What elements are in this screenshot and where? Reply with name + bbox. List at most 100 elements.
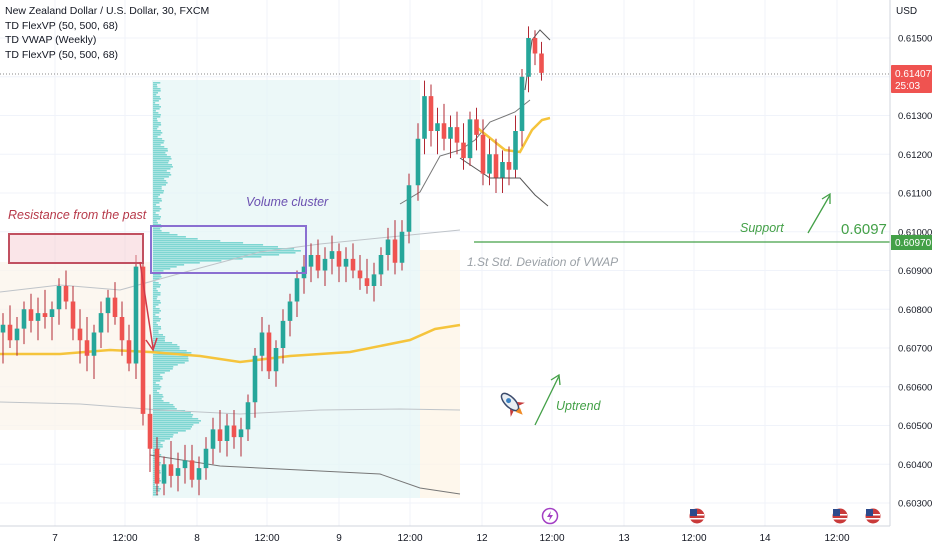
candle-body — [42, 313, 48, 317]
volume-profile-bar — [153, 188, 162, 190]
indicator-flexvp-1[interactable]: TD FlexVP (50, 500, 68) — [5, 19, 119, 32]
volume-profile-bar — [153, 320, 160, 322]
candle-body — [252, 355, 258, 403]
volume-profile-bar — [153, 308, 160, 310]
volume-profile-bar — [153, 240, 221, 242]
price-axis[interactable]: 0.615000.614000.613000.612000.611000.610… — [898, 34, 932, 510]
time-tick-label: 12:00 — [397, 533, 422, 544]
currency-label: USD — [896, 6, 917, 17]
volume-profile-bar — [153, 134, 161, 136]
volume-profile-bar — [153, 434, 174, 436]
volume-profile-bar — [153, 402, 170, 404]
price-tick-label: 0.61200 — [898, 150, 932, 161]
candle-body — [500, 162, 505, 178]
volume-profile-bar — [153, 128, 158, 130]
price-tick-label: 0.60800 — [898, 305, 932, 316]
last-price-badge: 0.61407 25:03 — [891, 65, 932, 93]
candle-body — [280, 320, 286, 348]
volume-profile-bar — [153, 218, 161, 220]
volume-profile-bar — [153, 490, 160, 492]
time-tick-label: 13 — [618, 533, 630, 544]
chart-legend[interactable]: New Zealand Dollar / U.S. Dollar, 30, FX… — [5, 4, 209, 62]
candle-body — [273, 348, 279, 372]
candle-body — [0, 324, 6, 333]
volume-profile-bar — [153, 340, 165, 342]
candle-body — [259, 332, 265, 356]
candle-body — [119, 317, 125, 341]
volume-profile-bar — [153, 152, 166, 154]
candle-body — [378, 255, 384, 275]
price-tick-label: 0.61300 — [898, 111, 932, 122]
candle-body — [461, 142, 466, 159]
volume-profile-bar — [153, 254, 280, 256]
candle-body — [493, 154, 499, 178]
volume-profile-bar — [153, 338, 165, 340]
price-tick-label: 0.60700 — [898, 344, 932, 355]
time-axis[interactable]: 7 12:00 8 12:00 9 12:00 12 12:00 13 12:00 14 12:00 — [52, 533, 850, 544]
volume-profile-bar — [153, 100, 159, 102]
candle-body — [161, 464, 167, 484]
volume-profile-bar — [153, 350, 187, 352]
volume-profile-bar — [153, 400, 164, 402]
resistance-zone[interactable] — [8, 233, 144, 264]
candle-body — [175, 468, 181, 476]
volume-profile-bar — [153, 380, 161, 382]
volume-profile-bar — [153, 422, 200, 424]
candle-body — [140, 266, 146, 414]
lightning-event-icon[interactable] — [541, 507, 559, 525]
volume-profile-bar — [153, 358, 189, 360]
volume-profile-bar — [153, 420, 201, 422]
volume-profile-bar — [153, 112, 159, 114]
candle-body — [91, 332, 97, 356]
volume-profile-bar — [153, 232, 170, 234]
volume-profile-bar — [153, 162, 169, 164]
candle-body — [238, 429, 244, 438]
price-tick-label: 0.60400 — [898, 460, 932, 471]
volume-cluster-box[interactable] — [150, 225, 307, 274]
volume-profile-bar — [153, 310, 161, 312]
volume-profile-bar — [153, 102, 156, 104]
candle-body — [428, 96, 434, 131]
volume-profile-bar — [153, 98, 161, 100]
candle-body — [474, 119, 479, 135]
support-label: Support — [740, 221, 784, 235]
us-flag-event-icon[interactable] — [865, 508, 881, 524]
volume-profile-bar — [153, 234, 178, 236]
volume-profile-bar — [153, 154, 167, 156]
time-tick-label: 12:00 — [681, 533, 706, 544]
last-price-value: 0.61407 — [895, 69, 932, 80]
indicator-vwap[interactable]: TD VWAP (Weekly) — [5, 34, 97, 46]
volume-profile-bar — [153, 406, 175, 408]
volume-profile-bar — [153, 126, 159, 128]
volume-profile-bar — [153, 322, 157, 324]
candle-body — [133, 266, 139, 364]
volume-profile-bar — [153, 430, 186, 432]
us-flag-event-icon[interactable] — [832, 508, 848, 524]
candle-body — [364, 278, 370, 286]
volume-profile-bar — [153, 326, 161, 328]
price-tick-label: 0.61000 — [898, 227, 932, 238]
us-flag-event-icon[interactable] — [689, 508, 705, 524]
candle-body — [70, 301, 76, 329]
indicator-flexvp-2[interactable]: TD FlexVP (50, 500, 68) — [5, 48, 119, 61]
volume-profile-bar — [153, 492, 156, 494]
volume-profile-bar — [153, 204, 157, 206]
volume-profile-bar — [153, 424, 194, 426]
volume-profile-bar — [153, 458, 157, 460]
countdown-value: 25:03 — [895, 81, 920, 92]
std-dev-label: 1.St Std. Deviation of VWAP — [467, 255, 618, 269]
volume-profile-bar — [153, 304, 159, 306]
volume-profile-bar — [153, 82, 161, 84]
volume-profile-bar — [153, 446, 163, 448]
volume-profile-bar — [153, 476, 157, 478]
volume-profile-bar — [153, 146, 165, 148]
volume-profile-bar — [153, 438, 170, 440]
support-price-badge: 0.60970 — [891, 235, 932, 250]
time-tick-label: 12 — [476, 533, 488, 544]
volume-profile-bar — [153, 96, 160, 98]
volume-profile-bar — [153, 384, 160, 386]
instrument-title[interactable]: New Zealand Dollar / U.S. Dollar, 30, FX… — [5, 5, 210, 17]
volume-profile-bar — [153, 164, 172, 166]
